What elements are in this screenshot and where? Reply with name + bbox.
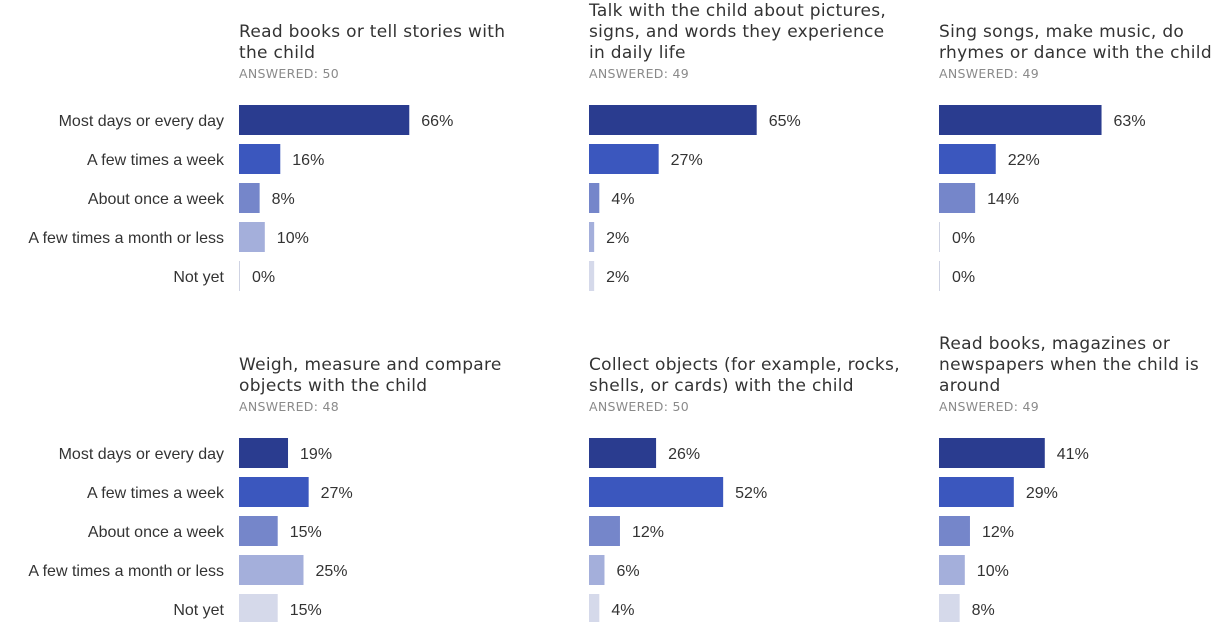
value-label: 63% (1114, 113, 1146, 130)
value-label: 2% (606, 269, 629, 286)
value-label: 15% (290, 524, 322, 541)
value-label: 66% (421, 113, 453, 130)
bar (239, 438, 289, 468)
bar (939, 516, 970, 546)
bar (239, 516, 278, 546)
bar (589, 183, 600, 213)
bar (239, 144, 281, 174)
value-label: 29% (1026, 485, 1058, 502)
bar (239, 222, 265, 252)
category-label: About once a week (88, 524, 225, 541)
value-label: 14% (987, 191, 1019, 208)
value-label: 4% (611, 191, 634, 208)
value-label: 0% (252, 269, 275, 286)
panel-title-line: the child (239, 43, 315, 63)
value-label: 65% (769, 113, 801, 130)
panel-title-line: Read books, magazines or (939, 334, 1170, 354)
bar (939, 183, 976, 213)
value-label: 0% (952, 269, 975, 286)
bar (589, 144, 659, 174)
category-label: Most days or every day (59, 113, 224, 130)
panel-title-line: Weigh, measure and compare (239, 355, 502, 375)
panel-title-line: signs, and words they experience (589, 22, 884, 42)
panel-title-line: Collect objects (for example, rocks, (589, 355, 900, 375)
panel-title-line: Read books or tell stories with (239, 22, 505, 42)
value-label: 0% (952, 230, 975, 247)
bar (939, 144, 996, 174)
bar (239, 183, 260, 213)
value-label: 25% (316, 563, 348, 580)
bar (589, 438, 657, 468)
category-label: About once a week (88, 191, 225, 208)
value-label: 52% (735, 485, 767, 502)
panel-title-line: Talk with the child about pictures, (588, 1, 886, 21)
bar (589, 477, 724, 507)
panel-title-line: shells, or cards) with the child (589, 376, 854, 396)
answered-count: ANSWERED: 49 (589, 66, 689, 81)
bar (589, 594, 600, 622)
answered-count: ANSWERED: 49 (939, 66, 1039, 81)
value-label: 12% (982, 524, 1014, 541)
panel-title-line: in daily life (589, 43, 686, 63)
bar (589, 105, 757, 135)
chart-panel-2: Talk with the child about pictures,signs… (588, 1, 886, 291)
bar (239, 105, 410, 135)
bar (239, 594, 278, 622)
bar (239, 477, 309, 507)
bar (939, 105, 1102, 135)
category-label: Not yet (173, 269, 224, 286)
category-label: A few times a month or less (28, 230, 224, 247)
bar (589, 261, 595, 291)
bar (939, 594, 960, 622)
value-label: 8% (972, 602, 995, 619)
value-label: 12% (632, 524, 664, 541)
bar (939, 438, 1045, 468)
answered-count: ANSWERED: 49 (939, 399, 1039, 414)
bar (589, 555, 605, 585)
value-label: 2% (606, 230, 629, 247)
bar (239, 555, 304, 585)
value-label: 10% (977, 563, 1009, 580)
panel-title-line: rhymes or dance with the child (939, 43, 1212, 63)
value-label: 41% (1057, 446, 1089, 463)
category-label: Most days or every day (59, 446, 224, 463)
value-label: 15% (290, 602, 322, 619)
bar (589, 222, 595, 252)
panel-title-line: around (939, 376, 1001, 396)
bar (939, 477, 1014, 507)
panel-title-line: newspapers when the child is (939, 355, 1199, 375)
category-label: A few times a week (87, 485, 225, 502)
category-label: A few times a week (87, 152, 225, 169)
value-label: 8% (272, 191, 295, 208)
value-label: 27% (321, 485, 353, 502)
answered-count: ANSWERED: 48 (239, 399, 339, 414)
panel-title-line: objects with the child (239, 376, 427, 396)
category-label: A few times a month or less (28, 563, 224, 580)
category-label: Not yet (173, 602, 224, 619)
value-label: 6% (616, 563, 639, 580)
chart-panel-5: Collect objects (for example, rocks,shel… (589, 355, 900, 622)
value-label: 19% (300, 446, 332, 463)
value-label: 27% (671, 152, 703, 169)
bar (589, 516, 620, 546)
value-label: 16% (292, 152, 324, 169)
answered-count: ANSWERED: 50 (239, 66, 339, 81)
value-label: 22% (1008, 152, 1040, 169)
value-label: 4% (611, 602, 634, 619)
panel-title-line: Sing songs, make music, do (939, 22, 1184, 42)
value-label: 10% (277, 230, 309, 247)
bar (939, 555, 965, 585)
answered-count: ANSWERED: 50 (589, 399, 689, 414)
value-label: 26% (668, 446, 700, 463)
